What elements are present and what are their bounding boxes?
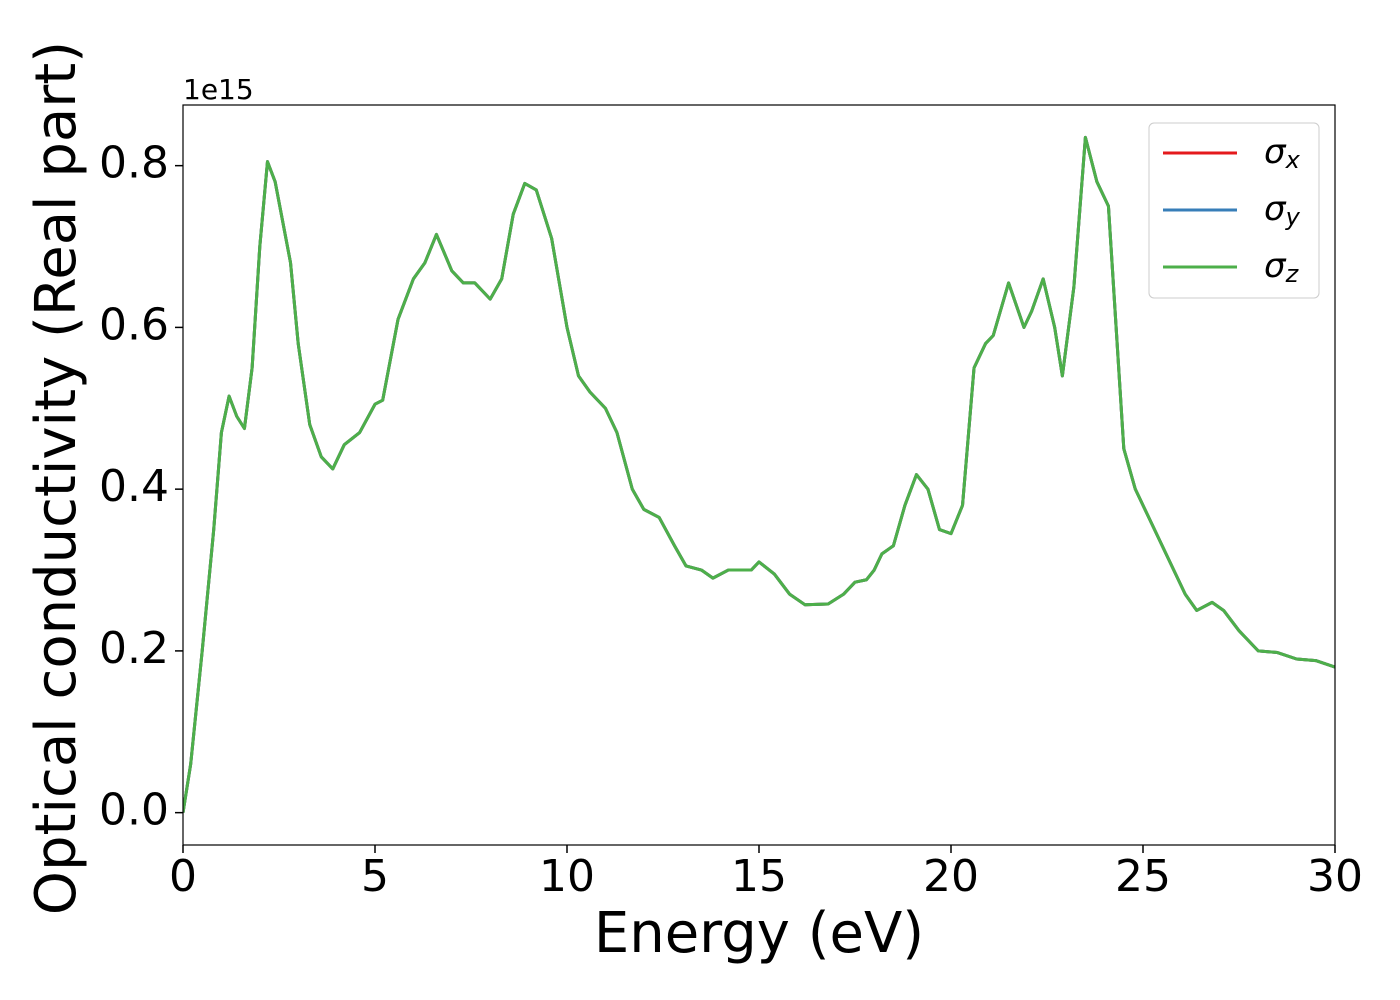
legend-label: σy	[1264, 189, 1301, 232]
x-tick-label: 10	[539, 851, 595, 902]
y-tick-label: 0.6	[99, 299, 169, 350]
y-tick-label: 0.2	[99, 623, 169, 674]
legend-label: σz	[1264, 246, 1300, 289]
x-tick-label: 15	[731, 851, 787, 902]
x-axis-label: Energy (eV)	[594, 901, 924, 966]
x-tick-label: 5	[361, 851, 389, 902]
legend-label: σx	[1264, 132, 1301, 175]
y-offset-label: 1e15	[183, 73, 254, 106]
x-tick-label: 20	[923, 851, 979, 902]
y-axis-label: Optical conductivity (Real part)	[24, 41, 89, 915]
y-tick-label: 0.8	[99, 138, 169, 189]
x-tick-label: 30	[1307, 851, 1363, 902]
plot-frame	[182, 104, 1336, 846]
series-line	[183, 135, 1335, 813]
y-tick-label: 0.4	[99, 461, 169, 512]
y-tick-label: 0.0	[99, 785, 169, 836]
x-tick-label: 0	[169, 851, 197, 902]
x-tick-label: 25	[1115, 851, 1171, 902]
